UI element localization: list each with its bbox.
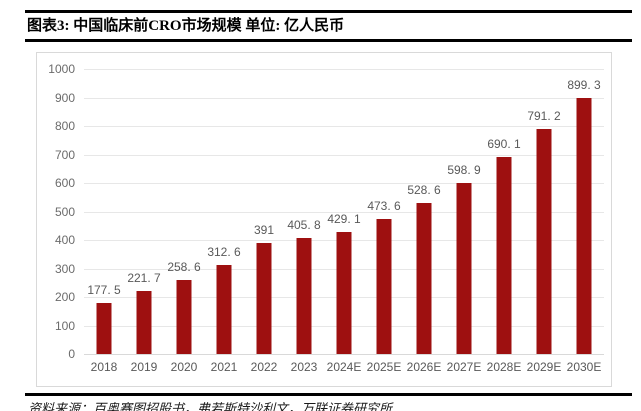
y-tick-label: 400 xyxy=(54,233,75,247)
bar-column-2018: 177. 5 xyxy=(84,69,124,354)
x-axis-labels: 2018 2019 2020 2021 2022 2023 2024E 2025E 2026E 2… xyxy=(84,360,604,374)
bar xyxy=(216,264,232,354)
bar-column-2026E: 528. 6 xyxy=(404,69,444,354)
y-tick-label: 1000 xyxy=(48,62,75,76)
bar-value-label: 405. 8 xyxy=(287,218,321,233)
bar-value-label: 528. 6 xyxy=(407,183,441,198)
bar-value-label: 690. 1 xyxy=(487,137,521,152)
bar xyxy=(416,203,432,354)
bar xyxy=(576,97,592,354)
x-tick-label: 2027E xyxy=(446,360,482,374)
bar-column-2020: 258. 6 xyxy=(164,69,204,354)
bar-value-label: 598. 9 xyxy=(447,163,481,178)
bar-value-label: 312. 6 xyxy=(207,244,241,259)
x-tick-label: 2029E xyxy=(526,360,562,374)
bar-value-label: 429. 1 xyxy=(327,211,361,226)
x-tick-label: 2026E xyxy=(406,360,442,374)
gridline xyxy=(84,154,604,156)
bar-column-2019: 221. 7 xyxy=(124,69,164,354)
bar xyxy=(136,290,152,354)
gridline xyxy=(84,354,604,355)
y-tick-label: 100 xyxy=(54,318,75,333)
footer-rule xyxy=(25,393,632,396)
bar-column-2028E: 690. 1 xyxy=(484,69,524,354)
gridline xyxy=(84,183,604,184)
bar-value-label: 899. 3 xyxy=(567,77,601,92)
bar-value-label: 258. 6 xyxy=(167,260,201,275)
y-tick-label: 500 xyxy=(54,204,75,219)
gridline xyxy=(84,69,604,70)
bar xyxy=(536,128,552,354)
x-tick-label: 2019 xyxy=(130,360,158,374)
bar-value-label: 221. 7 xyxy=(127,270,161,285)
y-tick-label: 300 xyxy=(54,261,75,276)
x-tick-label: 2023 xyxy=(290,360,318,374)
y-tick-label: 700 xyxy=(54,147,75,162)
bar-value-label: 177. 5 xyxy=(87,283,121,298)
bar-column-2024E: 429. 1 xyxy=(324,69,364,354)
x-tick-label: 2022 xyxy=(250,360,278,374)
bar-column-2027E: 598. 9 xyxy=(444,69,484,354)
bars-layer: 177. 5 221. 7 258. 6 312. 6 391 405. 8 429. 1 4… xyxy=(84,69,604,354)
title-underline-rule xyxy=(25,39,632,42)
bar-column-2023: 405. 8 xyxy=(284,69,324,354)
bar xyxy=(496,157,512,354)
x-tick-label: 2025E xyxy=(366,360,402,374)
bar-value-label: 791. 2 xyxy=(527,108,561,123)
bar xyxy=(256,242,272,354)
y-tick-label: 0 xyxy=(68,347,75,361)
bar-column-2030E: 899. 3 xyxy=(564,69,604,354)
x-tick-label: 2024E xyxy=(326,360,362,374)
x-tick-label: 2021 xyxy=(210,360,238,374)
y-tick-label: 800 xyxy=(54,119,75,133)
top-rule xyxy=(25,10,632,13)
y-tick-label: 200 xyxy=(54,290,75,304)
bar xyxy=(456,183,472,354)
x-tick-label: 2028E xyxy=(486,360,522,374)
bar-column-2021: 312. 6 xyxy=(204,69,244,354)
bar-value-label: 391 xyxy=(253,222,275,237)
bar xyxy=(336,231,352,354)
x-tick-label: 2030E xyxy=(566,360,602,374)
x-tick-label: 2020 xyxy=(170,360,198,374)
source-note: 资料来源：百奥赛图招股书，弗若斯特沙利文，万联证券研究所 xyxy=(28,401,393,411)
y-tick-label: 900 xyxy=(54,90,75,105)
bar xyxy=(376,219,392,354)
x-tick-label: 2018 xyxy=(90,360,118,374)
bar-column-2025E: 473. 6 xyxy=(364,69,404,354)
bar-value-label: 473. 6 xyxy=(367,199,401,214)
bar xyxy=(176,280,192,354)
gridline xyxy=(84,211,604,213)
gridline xyxy=(84,97,604,99)
figure-title: 图表3: 中国临床前CRO市场规模 单位: 亿人民币 xyxy=(27,18,345,34)
bar xyxy=(296,238,312,354)
y-tick-label: 600 xyxy=(54,176,75,190)
bar xyxy=(96,303,112,354)
bar-column-2029E: 791. 2 xyxy=(524,69,564,354)
gridline xyxy=(84,126,604,127)
bar-column-2022: 391 xyxy=(244,69,284,354)
